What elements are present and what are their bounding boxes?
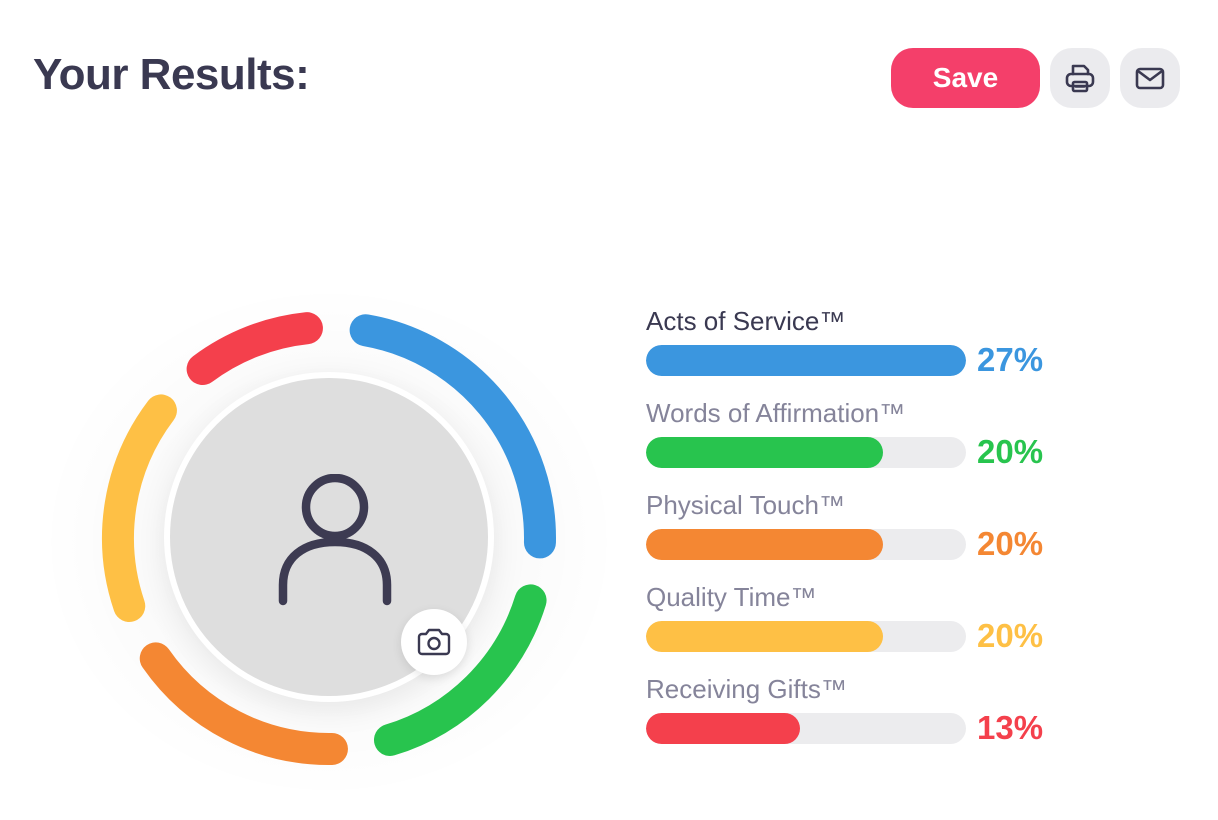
result-bar-fill bbox=[646, 437, 884, 468]
result-row-quality-time: Quality Time™ 20% bbox=[646, 582, 1166, 674]
print-button[interactable] bbox=[1050, 48, 1110, 108]
result-bar-fill bbox=[646, 345, 966, 376]
result-bar-track bbox=[646, 437, 966, 468]
result-bar-track bbox=[646, 345, 966, 376]
change-photo-button[interactable] bbox=[401, 609, 467, 675]
printer-icon bbox=[1065, 64, 1095, 93]
ring-segment-2 bbox=[139, 642, 348, 765]
result-bar-track bbox=[646, 713, 966, 744]
results-list: Acts of Service™ 27% Words of Affirmatio… bbox=[646, 306, 1166, 766]
result-percent: 20% bbox=[977, 617, 1044, 654]
result-row-words-of-affirmation: Words of Affirmation™ 20% bbox=[646, 398, 1166, 490]
result-bar-track bbox=[646, 529, 966, 560]
person-icon bbox=[278, 474, 392, 606]
save-button[interactable]: Save bbox=[891, 48, 1040, 108]
result-label: Quality Time™ bbox=[646, 582, 817, 612]
ring-segment-0 bbox=[349, 314, 556, 559]
result-bar-fill bbox=[646, 621, 884, 652]
result-row-receiving-gifts: Receiving Gifts™ 13% bbox=[646, 674, 1166, 766]
result-label: Physical Touch™ bbox=[646, 490, 845, 520]
result-row-acts-of-service: Acts of Service™ 27% bbox=[646, 306, 1166, 398]
envelope-icon bbox=[1135, 67, 1165, 90]
result-percent: 20% bbox=[977, 525, 1044, 562]
ring-segment-4 bbox=[186, 312, 323, 386]
result-percent: 27% bbox=[977, 341, 1044, 378]
result-percent: 13% bbox=[977, 709, 1044, 746]
result-label: Acts of Service™ bbox=[646, 306, 846, 336]
result-label: Receiving Gifts™ bbox=[646, 674, 847, 704]
email-button[interactable] bbox=[1120, 48, 1180, 108]
ring-segment-1 bbox=[373, 584, 547, 756]
page-title: Your Results: bbox=[33, 50, 310, 99]
result-label: Words of Affirmation™ bbox=[646, 398, 906, 428]
result-bar-fill bbox=[646, 713, 801, 744]
ring-segment-3 bbox=[102, 394, 177, 622]
result-bar-track bbox=[646, 621, 966, 652]
result-bar-fill bbox=[646, 529, 884, 560]
result-percent: 20% bbox=[977, 433, 1044, 470]
camera-icon bbox=[417, 628, 451, 656]
result-row-physical-touch: Physical Touch™ 20% bbox=[646, 490, 1166, 582]
